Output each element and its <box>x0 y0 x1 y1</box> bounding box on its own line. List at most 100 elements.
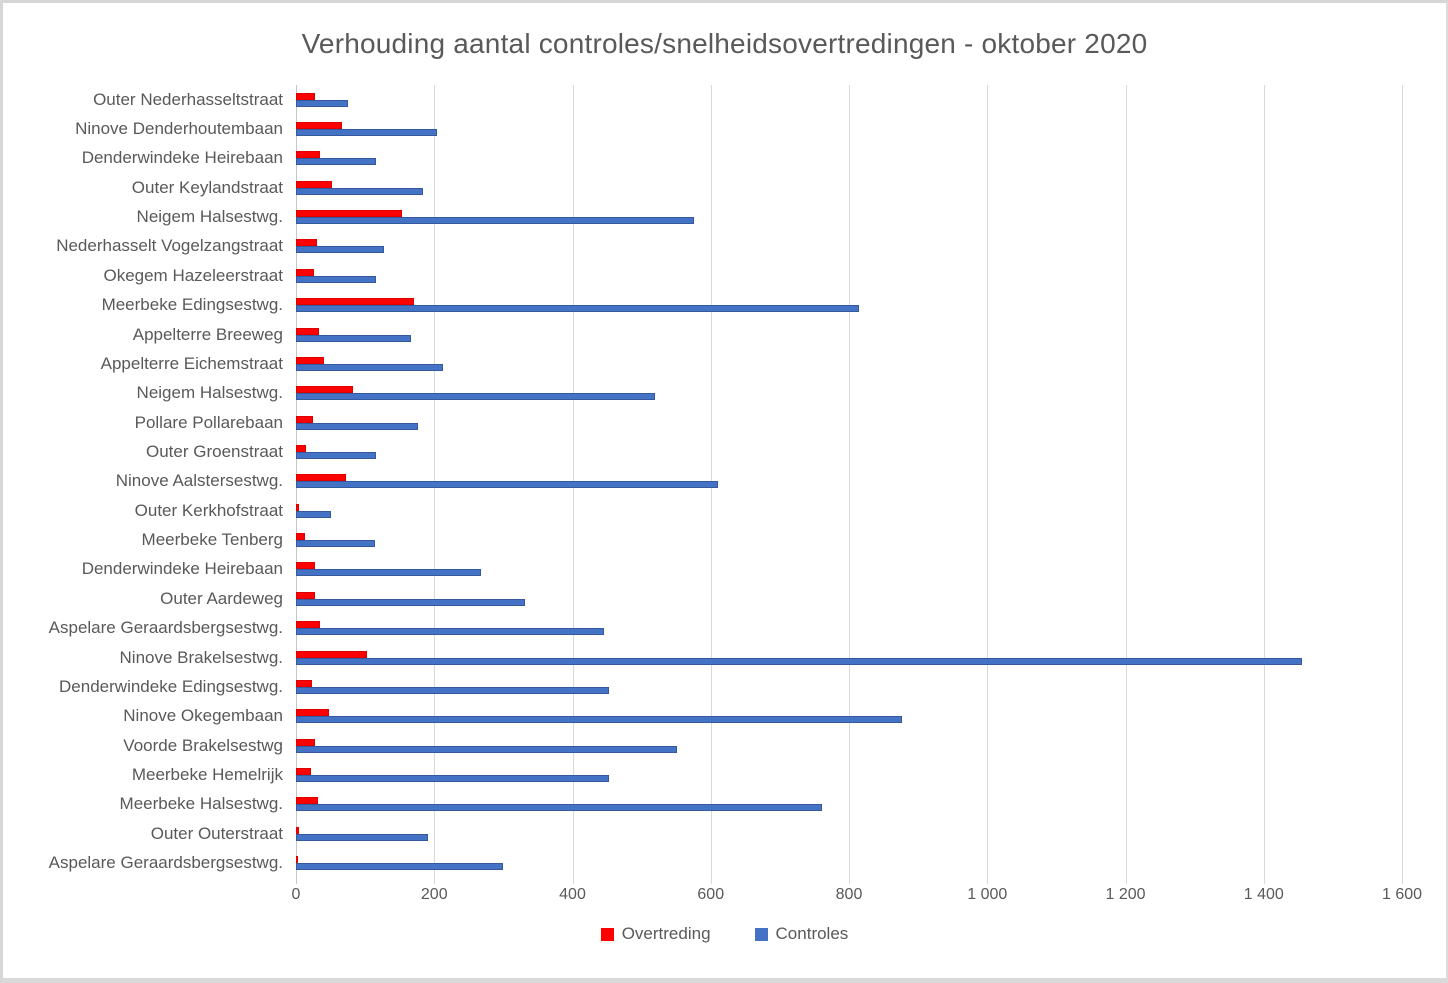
overtreding-bar <box>296 239 317 247</box>
category-label: Meerbeke Hemelrijk <box>131 764 283 784</box>
overtreding-bar <box>296 122 343 130</box>
controles-bar <box>296 598 525 606</box>
category-label: Ninove Okegembaan <box>123 706 283 726</box>
overtreding-bar <box>296 826 300 834</box>
bar-row <box>296 525 1402 554</box>
x-tick-label: 0 <box>291 886 301 903</box>
controles-bar <box>296 745 677 753</box>
category-label: Denderwindeke Heirebaan <box>81 148 283 168</box>
controles-bar <box>296 187 424 195</box>
controles-bar <box>296 393 656 401</box>
overtreding-bar <box>296 738 316 746</box>
overtreding-swatch-icon <box>600 927 614 941</box>
category-label: Appelterre Breeweg <box>132 324 283 344</box>
bar-row <box>296 202 1402 231</box>
controles-bar <box>296 481 718 489</box>
overtreding-bar <box>296 268 314 276</box>
category-label: Aspelare Geraardsbergsestwg. <box>48 618 283 638</box>
bar-row <box>296 790 1402 819</box>
category-axis: Outer Nederhasseltstraat Ninove Denderhou… <box>3 85 296 878</box>
bar-row <box>296 467 1402 496</box>
bar-row <box>296 349 1402 378</box>
overtreding-bar <box>296 474 346 482</box>
category-label: Pollare Pollarebaan <box>134 412 283 432</box>
controles-bar <box>296 510 331 518</box>
controles-bar <box>296 540 375 548</box>
category-label: Ninove Brakelsestwg. <box>119 647 283 667</box>
chart-title: Verhouding aantal controles/snelheidsove… <box>301 28 1148 59</box>
category-label: Neigem Halsestwg. <box>136 207 283 227</box>
gridline <box>1125 85 1127 884</box>
controles-bar <box>296 833 429 841</box>
category-label: Meerbeke Edingsestwg. <box>101 295 283 315</box>
overtreding-bar <box>296 415 313 423</box>
bar-row <box>296 496 1402 525</box>
controles-bar <box>296 422 418 430</box>
category-label: Outer Groenstraat <box>145 441 283 461</box>
x-tick-label: 400 <box>559 886 586 903</box>
bar-row <box>296 408 1402 437</box>
bar-row <box>296 232 1402 261</box>
bar-row <box>296 114 1402 143</box>
controles-bar <box>296 628 604 636</box>
controles-bar <box>296 334 411 342</box>
controles-swatch-icon <box>754 927 768 941</box>
legend: Overtreding Controles <box>3 908 1446 960</box>
x-tick-label: 800 <box>835 886 863 903</box>
category-label: Appelterre Eichemstraat <box>100 353 283 373</box>
overtreding-bar <box>296 709 330 717</box>
bar-row <box>296 437 1402 466</box>
bar-row <box>296 672 1402 701</box>
overtreding-bar <box>296 444 307 452</box>
gridline <box>1402 85 1403 884</box>
overtreding-bar <box>296 797 319 805</box>
x-tick-label: 1 400 <box>1243 886 1284 903</box>
overtreding-bar <box>296 533 305 541</box>
overtreding-bar <box>296 503 300 511</box>
bar-row <box>296 584 1402 613</box>
bar-rows <box>296 85 1402 878</box>
category-label: Ninove Denderhoutembaan <box>75 119 283 139</box>
controles-bar <box>296 99 348 107</box>
gridline <box>849 85 850 884</box>
x-tick-label: 1 000 <box>967 886 1008 903</box>
overtreding-bar <box>296 151 321 159</box>
controles-bar <box>296 129 437 137</box>
bar-row <box>296 702 1402 731</box>
overtreding-bar <box>296 856 299 864</box>
overtreding-bar <box>296 386 354 394</box>
legend-item-controles: Controles <box>754 924 849 944</box>
overtreding-bar <box>296 92 316 100</box>
overtreding-bar <box>296 356 325 364</box>
legend-item-overtreding: Overtreding <box>600 924 711 944</box>
bar-row <box>296 379 1402 408</box>
overtreding-bar <box>296 767 311 775</box>
legend-label: Controles <box>775 924 849 943</box>
controles-bar <box>296 305 860 313</box>
category-label: Aspelare Geraardsbergsestwg. <box>48 853 283 873</box>
overtreding-bar <box>296 562 316 570</box>
controles-bar <box>296 686 610 694</box>
category-label: Denderwindeke Edingsestwg. <box>59 676 283 696</box>
overtreding-bar <box>296 679 312 687</box>
controles-bar <box>296 217 695 225</box>
controles-bar <box>296 804 823 812</box>
x-tick-label: 1 200 <box>1105 886 1146 903</box>
controles-bar <box>296 774 610 782</box>
bar-row <box>296 85 1402 114</box>
controles-bar <box>296 363 444 371</box>
gridline <box>1263 85 1265 884</box>
category-label: Denderwindeke Heirebaan <box>81 559 283 579</box>
controles-bar <box>296 569 481 577</box>
category-label: Outer Outerstraat <box>150 823 283 843</box>
bar-row <box>296 320 1402 349</box>
x-tick-label: 200 <box>420 886 448 903</box>
overtreding-bar <box>296 210 403 218</box>
bar-row <box>296 643 1402 672</box>
chart-area: Outer Nederhasseltstraat Ninove Denderhou… <box>3 85 1446 884</box>
category-label: Outer Aardeweg <box>160 588 283 608</box>
category-label: Voorde Brakelsestwg <box>123 735 283 755</box>
bar-row <box>296 144 1402 173</box>
overtreding-bar <box>296 180 332 188</box>
